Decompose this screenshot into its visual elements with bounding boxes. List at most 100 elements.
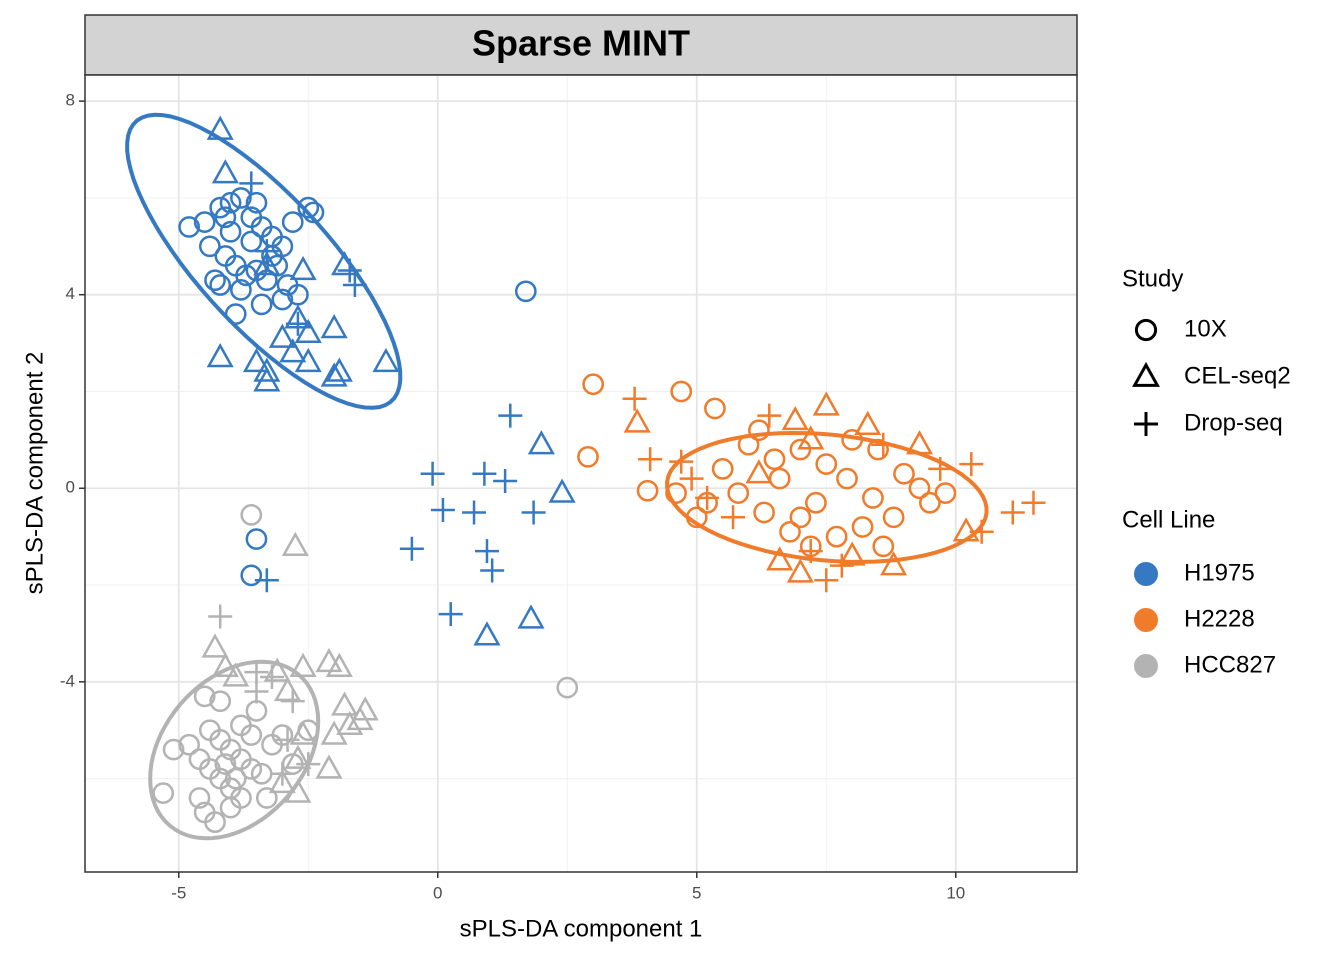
- data-point: [281, 531, 309, 556]
- data-point: [315, 754, 343, 779]
- data-point: [224, 767, 247, 790]
- data-point: [206, 115, 234, 140]
- data-point: [711, 458, 734, 480]
- data-point: [336, 710, 364, 736]
- data-point: [260, 664, 285, 689]
- data-point: [893, 462, 915, 485]
- data-point: [245, 191, 268, 214]
- data-point: [224, 303, 247, 325]
- data-point: [268, 768, 296, 794]
- legend-key: [1134, 654, 1158, 678]
- data-point: [829, 553, 854, 578]
- data-point: [825, 525, 848, 548]
- data-point: [188, 787, 211, 809]
- data-point: [372, 347, 400, 373]
- legend-label: H2228: [1184, 605, 1255, 632]
- data-point: [757, 403, 782, 428]
- data-point: [695, 485, 720, 510]
- confidence-ellipse: [665, 430, 989, 564]
- data-point: [474, 539, 499, 564]
- data-point: [294, 318, 322, 344]
- legend-key: [1134, 412, 1158, 436]
- data-point: [193, 685, 216, 708]
- data-point: [871, 432, 896, 457]
- x-tick-label: -5: [171, 883, 186, 902]
- data-point: [420, 461, 445, 486]
- data-point: [867, 438, 889, 461]
- data-point: [206, 343, 234, 368]
- data-point: [253, 357, 281, 382]
- y-tick-label: 0: [66, 478, 75, 497]
- data-point: [905, 430, 934, 455]
- data-point: [493, 469, 518, 494]
- data-point: [514, 280, 537, 303]
- data-point: [517, 604, 545, 629]
- data-point: [230, 279, 252, 301]
- chart-title: Sparse MINT: [472, 23, 690, 64]
- data-point: [880, 551, 908, 576]
- data-point: [325, 652, 353, 677]
- data-point: [346, 705, 374, 731]
- data-point: [289, 255, 317, 281]
- data-point: [289, 720, 317, 745]
- data-point: [430, 498, 455, 523]
- data-point: [275, 727, 300, 752]
- data-point: [315, 647, 343, 673]
- data-point: [841, 429, 864, 451]
- data-point: [211, 652, 239, 677]
- data-point: [240, 564, 263, 587]
- data-point: [219, 796, 242, 819]
- data-point: [255, 269, 278, 292]
- data-point: [665, 482, 687, 504]
- data-point: [815, 453, 838, 475]
- data-point: [814, 568, 839, 593]
- data-point: [838, 541, 866, 566]
- data-point: [253, 251, 281, 276]
- data-point: [271, 288, 294, 311]
- confidence-ellipse: [125, 112, 403, 410]
- data-point: [527, 430, 555, 455]
- data-point: [745, 459, 773, 484]
- data-point: [254, 239, 279, 264]
- data-point: [797, 425, 825, 450]
- data-point: [763, 448, 786, 471]
- data-point: [280, 689, 305, 714]
- data-point: [737, 433, 760, 456]
- data-point: [222, 662, 250, 687]
- data-point: [342, 273, 367, 298]
- data-point: [753, 501, 775, 524]
- data-point: [271, 724, 294, 746]
- data-point: [789, 506, 812, 529]
- data-point: [245, 528, 268, 550]
- data-point: [798, 539, 823, 564]
- y-axis-label: sPLS-DA component 2: [21, 352, 48, 595]
- legend-key: [1132, 361, 1160, 387]
- data-point: [685, 506, 708, 529]
- data-point: [582, 373, 605, 396]
- data-point: [638, 447, 663, 472]
- data-point: [882, 506, 905, 529]
- data-point: [198, 235, 221, 258]
- data-point: [622, 386, 647, 411]
- y-tick-label: 8: [66, 91, 75, 110]
- data-point: [766, 546, 794, 571]
- x-tick-label: 10: [946, 883, 965, 902]
- data-point: [178, 733, 200, 756]
- data-point: [230, 187, 252, 209]
- data-point: [969, 519, 994, 544]
- data-point: [934, 482, 957, 504]
- data-point: [279, 338, 307, 363]
- data-point: [240, 230, 263, 253]
- x-tick-label: 5: [692, 883, 701, 902]
- data-point: [289, 652, 317, 677]
- data-point: [577, 445, 599, 468]
- data-point: [438, 602, 463, 627]
- data-point: [1021, 490, 1046, 515]
- data-point: [779, 520, 801, 543]
- data-point: [521, 500, 546, 525]
- data-point: [240, 758, 263, 780]
- data-point: [836, 467, 858, 490]
- data-point: [219, 220, 242, 243]
- x-tick-label: 0: [433, 883, 442, 902]
- data-point: [235, 264, 257, 287]
